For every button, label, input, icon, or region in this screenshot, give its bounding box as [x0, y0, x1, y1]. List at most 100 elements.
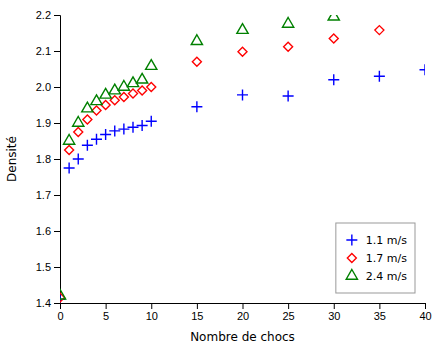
x-tick: 10	[146, 303, 158, 322]
point	[283, 91, 294, 102]
y-tick-label: 1.9	[36, 117, 51, 129]
y-tick: 1.4	[36, 297, 60, 309]
point	[64, 163, 75, 174]
y-tick-mark	[54, 123, 60, 124]
x-tick: 25	[283, 303, 295, 322]
x-tick-mark	[288, 303, 289, 309]
y-tick-label: 1.8	[36, 153, 51, 165]
legend-label: 2.4 m/s	[366, 270, 407, 283]
x-tick-mark	[151, 303, 152, 309]
y-tick-mark	[54, 15, 60, 16]
x-tick-label: 40	[419, 310, 431, 322]
legend-symbol	[346, 269, 357, 279]
point	[136, 73, 147, 83]
y-tick-label: 1.7	[36, 189, 51, 201]
x-tick-label: 25	[283, 310, 295, 322]
point	[65, 146, 74, 155]
x-axis-title: Nombre de chocs	[190, 330, 295, 344]
point	[73, 154, 84, 165]
point	[237, 24, 248, 34]
point	[237, 89, 248, 100]
point	[110, 96, 119, 105]
y-tick-label: 2.0	[36, 81, 51, 93]
x-tick: 20	[237, 303, 249, 322]
y-tick-label: 1.6	[36, 225, 51, 237]
legend-label: 1.7 m/s	[366, 252, 407, 265]
x-tick-mark	[106, 303, 107, 309]
x-axis-line	[61, 304, 426, 310]
x-tick: 15	[191, 303, 203, 322]
y-tick: 1.9	[36, 117, 60, 129]
x-tick-mark	[425, 303, 426, 309]
point	[146, 116, 157, 127]
y-tick-mark	[54, 159, 60, 160]
y-tick-label: 2.2	[36, 9, 51, 21]
point	[238, 47, 247, 56]
x-tick: 40	[419, 303, 431, 322]
point	[374, 71, 385, 82]
y-tick: 1.7	[36, 189, 60, 201]
point	[91, 134, 102, 145]
legend-item: 2.4 m/s	[346, 269, 407, 282]
point	[284, 42, 293, 51]
x-tick-mark	[379, 303, 380, 309]
point	[138, 86, 147, 95]
point	[60, 289, 66, 299]
y-tick: 1.6	[36, 225, 60, 237]
y-axis-line	[54, 16, 61, 304]
x-tick: 0	[57, 303, 63, 322]
y-axis: 1.4 1.5 1.6 1.7 1.8 1.9 2.0 2.1 2.2	[36, 9, 61, 309]
plot: 0 5 10 15 20 25 30 35 40 1.4 1.5 1.6 1.7 1.8 1.9 2.0 2.1…	[36, 9, 432, 322]
legend-label: 1.1 m/s	[366, 234, 407, 247]
point	[147, 83, 156, 92]
point	[375, 26, 384, 35]
x-tick-mark	[197, 303, 198, 309]
y-tick-mark	[54, 87, 60, 88]
point	[329, 34, 338, 43]
y-tick-label: 2.1	[36, 45, 51, 57]
series	[60, 64, 425, 303]
y-tick: 2.0	[36, 81, 60, 93]
legend-symbol	[347, 254, 356, 263]
point	[74, 128, 83, 137]
point	[82, 140, 93, 151]
x-axis: 0 5 10 15 20 25 30 35 40	[57, 303, 431, 322]
y-tick-label: 1.4	[36, 297, 51, 309]
legend: 1.1 m/s 1.7 m/s 2.4 m/s	[336, 223, 415, 293]
point	[328, 15, 339, 20]
y-axis-title: Densité	[5, 136, 19, 182]
point	[328, 74, 339, 85]
x-tick: 35	[374, 303, 386, 322]
y-tick: 2.1	[36, 45, 60, 57]
x-tick-label: 35	[374, 310, 386, 322]
y-tick-mark	[54, 195, 60, 196]
y-tick-mark	[54, 231, 60, 232]
point	[109, 125, 120, 136]
x-tick-mark	[243, 303, 244, 309]
point	[128, 122, 139, 133]
chart: 0 5 10 15 20 25 30 35 40 1.4 1.5 1.6 1.7 1.8 1.9 2.0 2.1…	[0, 0, 443, 351]
point	[92, 106, 101, 115]
point	[118, 124, 129, 135]
legend-item: 1.7 m/s	[347, 252, 407, 265]
point	[191, 101, 202, 112]
y-tick-mark	[54, 51, 60, 52]
x-tick-label: 10	[146, 310, 158, 322]
point	[191, 35, 202, 45]
point	[282, 17, 293, 27]
x-tick-label: 20	[237, 310, 249, 322]
y-tick: 1.5	[36, 261, 60, 273]
legend-symbol	[346, 235, 357, 246]
x-tick-label: 0	[57, 310, 63, 322]
marks	[60, 15, 425, 303]
point	[420, 64, 426, 75]
x-tick-label: 5	[103, 310, 109, 322]
y-tick: 1.8	[36, 153, 60, 165]
series	[60, 26, 384, 302]
point	[146, 60, 157, 70]
legend-box	[336, 223, 415, 293]
x-tick-label: 30	[328, 310, 340, 322]
y-tick-mark	[54, 303, 60, 304]
x-tick: 5	[103, 303, 109, 322]
point	[192, 57, 201, 66]
